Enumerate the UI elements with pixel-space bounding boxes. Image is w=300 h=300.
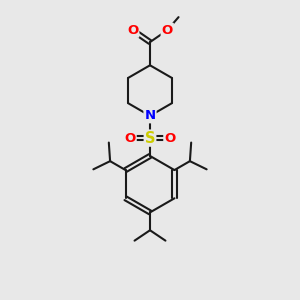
Text: O: O — [164, 132, 175, 145]
Text: O: O — [162, 24, 173, 37]
Text: N: N — [144, 109, 156, 122]
Text: O: O — [127, 24, 138, 37]
Text: O: O — [124, 132, 136, 145]
Text: S: S — [145, 130, 155, 146]
